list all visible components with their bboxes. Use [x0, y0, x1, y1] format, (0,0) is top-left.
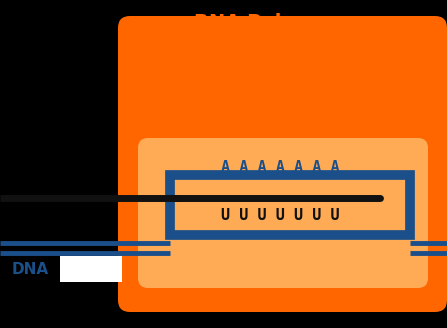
Text: RNA Polymerase: RNA Polymerase: [194, 12, 375, 31]
FancyBboxPatch shape: [173, 178, 406, 232]
Text: DNA: DNA: [12, 261, 49, 277]
FancyBboxPatch shape: [118, 16, 447, 312]
FancyBboxPatch shape: [138, 138, 428, 288]
FancyBboxPatch shape: [60, 256, 122, 282]
Text: U U U U U U U: U U U U U U U: [221, 208, 339, 222]
Text: A A A A A A A: A A A A A A A: [221, 160, 339, 175]
